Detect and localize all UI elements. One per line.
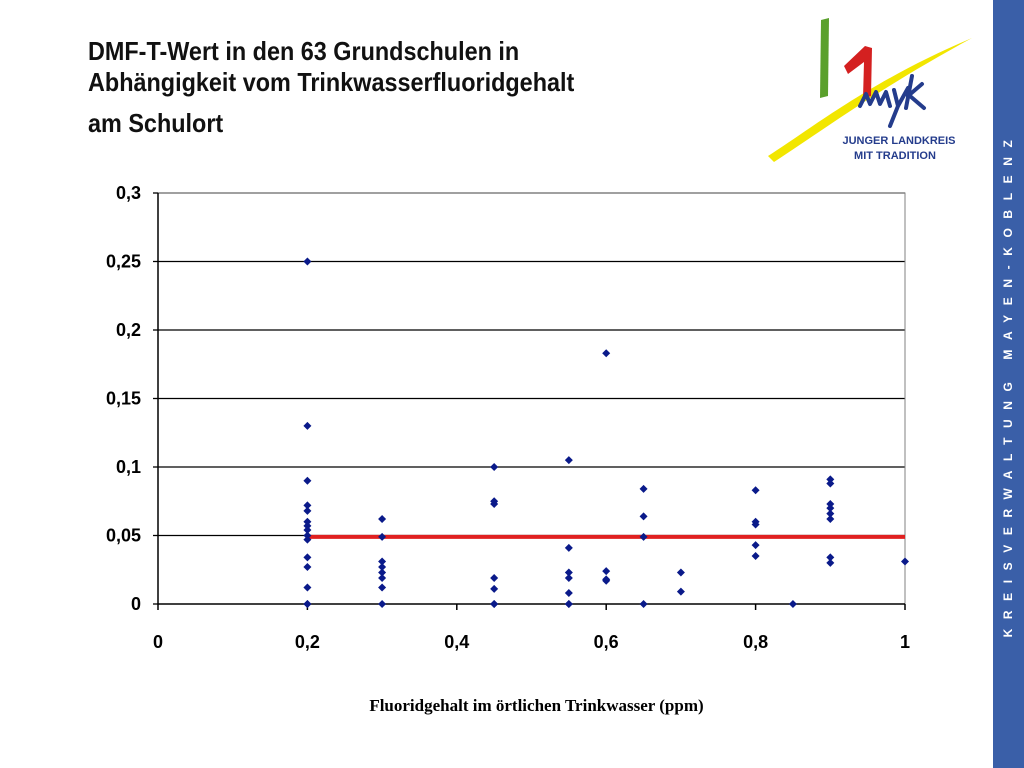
- data-point: [303, 421, 312, 430]
- data-point: [490, 499, 499, 508]
- data-point: [303, 476, 312, 485]
- data-point: [564, 456, 573, 465]
- data-point: [378, 532, 387, 541]
- x-tick-label: 0,4: [444, 632, 469, 652]
- data-point: [303, 531, 312, 540]
- data-point: [303, 521, 312, 530]
- data-point: [639, 600, 648, 608]
- logo-text-line-2: MIT TRADITION: [854, 150, 936, 162]
- data-point: [639, 484, 648, 493]
- y-tick-label: 0,3: [116, 183, 141, 203]
- x-tick-label: 0,2: [295, 632, 320, 652]
- slide-title-line-1: DMF-T-Wert in den 63 Grundschulen in: [88, 36, 520, 66]
- data-point: [639, 532, 648, 541]
- logo-green-stroke: [820, 18, 829, 98]
- data-point: [490, 600, 499, 608]
- data-point: [490, 573, 499, 582]
- data-point: [378, 557, 387, 566]
- logo-myk-script: [858, 74, 926, 128]
- data-point: [490, 463, 499, 471]
- data-point: [788, 600, 797, 608]
- logo-yellow-swoosh: [768, 38, 972, 162]
- y-tick-label: 0,2: [116, 320, 141, 340]
- scatter-chart: 0 0,05 0,1 0,15 0,2 0,25 0,3 0 0,2 0,4 0,6 0,8 1 Fluo…: [106, 183, 910, 715]
- data-point: [303, 553, 312, 562]
- data-point: [564, 589, 573, 598]
- slide-title-line-3: am Schulort: [88, 108, 224, 139]
- logo-red-one: [844, 46, 872, 98]
- data-point: [303, 506, 312, 515]
- data-point: [826, 558, 835, 567]
- data-point: [303, 583, 312, 592]
- side-band-text: KREISVERWALTUNG MAYEN-KOBLENZ: [1001, 130, 1015, 638]
- y-tick-label: 0,25: [106, 252, 141, 272]
- data-point: [303, 535, 312, 544]
- data-point: [901, 557, 909, 566]
- data-point: [303, 563, 312, 572]
- data-point: [826, 499, 835, 508]
- x-tick-label: 1: [900, 632, 910, 652]
- data-point: [826, 504, 835, 513]
- x-tick-label: 0,6: [594, 632, 619, 652]
- x-axis-title: Fluoridgehalt im örtlichen Trinkwasser (…: [369, 696, 703, 715]
- data-point: [751, 541, 760, 550]
- x-tick-label: 0: [153, 632, 163, 652]
- side-band: [993, 0, 1024, 768]
- y-tick-label: 0,15: [106, 389, 141, 409]
- data-point: [303, 517, 312, 526]
- data-point: [378, 568, 387, 577]
- data-point: [602, 567, 611, 576]
- y-tick-label: 0: [131, 594, 141, 614]
- data-point: [303, 526, 312, 535]
- data-point: [564, 543, 573, 552]
- data-point: [564, 568, 573, 577]
- data-point: [303, 257, 312, 266]
- data-point: [564, 573, 573, 582]
- data-point: [378, 583, 387, 592]
- data-point: [826, 553, 835, 562]
- data-point: [602, 349, 611, 358]
- data-point: [826, 515, 835, 524]
- data-point: [751, 552, 760, 561]
- slide-title: DMF-T-Wert in den 63 Grundschulen in Abh…: [88, 36, 664, 140]
- data-point: [490, 584, 499, 593]
- data-point: [676, 568, 685, 577]
- data-point: [751, 520, 760, 529]
- data-point: [639, 512, 648, 521]
- x-tick-label: 0,8: [743, 632, 768, 652]
- data-point: [303, 501, 312, 510]
- data-point: [751, 486, 760, 495]
- slide-title-line-2: Abhängigkeit vom Trinkwasserfluoridgehal…: [88, 67, 575, 98]
- data-point: [602, 576, 611, 585]
- data-point: [303, 600, 312, 608]
- data-point: [378, 573, 387, 582]
- data-point: [826, 479, 835, 488]
- myk-logo: JUNGER LANDKREIS MIT TRADITION: [768, 18, 972, 162]
- data-point: [826, 475, 835, 484]
- data-point: [378, 515, 387, 524]
- data-point: [378, 600, 387, 608]
- data-point: [826, 509, 835, 518]
- y-tick-label: 0,05: [106, 526, 141, 546]
- data-point: [676, 587, 685, 596]
- y-tick-label: 0,1: [116, 457, 141, 477]
- logo-text-line-1: JUNGER LANDKREIS: [842, 135, 955, 147]
- data-point: [564, 600, 573, 608]
- data-point: [378, 563, 387, 572]
